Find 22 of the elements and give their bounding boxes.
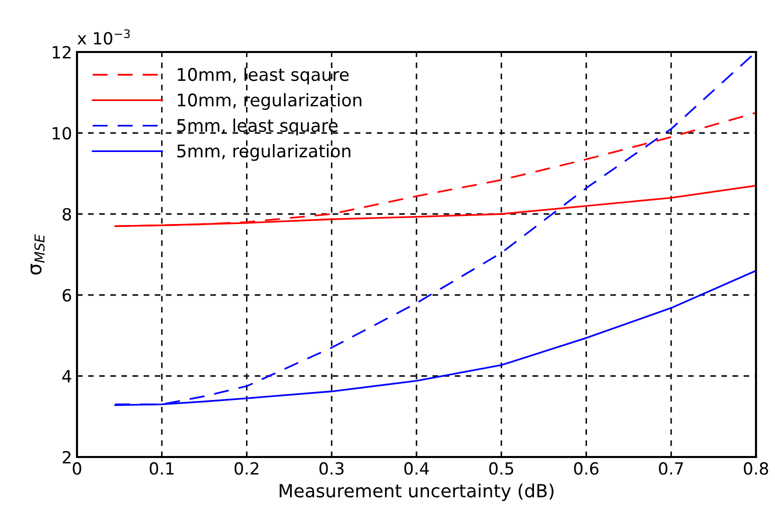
legend-label: 5mm, least square	[177, 118, 338, 136]
x-tick-label: 0.5	[489, 462, 514, 475]
y-tick-label: 2	[62, 450, 70, 464]
y-axis-title: σ$_{MSE}$	[30, 234, 45, 275]
legend-label: 10mm, least sqaure	[178, 68, 349, 84]
x-tick-label: 0.7	[658, 462, 683, 475]
x-tick-label: 0.6	[574, 462, 598, 475]
text: x 10$^{−3}$	[77, 29, 130, 45]
x-tick-label: 0.1	[150, 462, 174, 475]
x-axis-title: Measurement uncertainty (dB)	[280, 484, 554, 502]
x-tick-label: 0.8	[744, 462, 768, 475]
legend-label: 10mm, regularization	[178, 93, 362, 110]
x-tick-label: 0.2	[234, 462, 258, 475]
y-tick-label: 12	[52, 46, 70, 58]
y-tick-label: 8	[62, 208, 71, 221]
y-tick-label: 6	[62, 288, 72, 302]
x-tick-label: 0	[72, 462, 82, 475]
legend-label: 5mm, regularization	[177, 144, 350, 161]
y-tick-label: 4	[62, 370, 72, 382]
x-tick-label: 0.3	[319, 462, 344, 475]
x-tick-label: 0.4	[404, 462, 429, 475]
y-tick-label: 10	[52, 126, 72, 140]
